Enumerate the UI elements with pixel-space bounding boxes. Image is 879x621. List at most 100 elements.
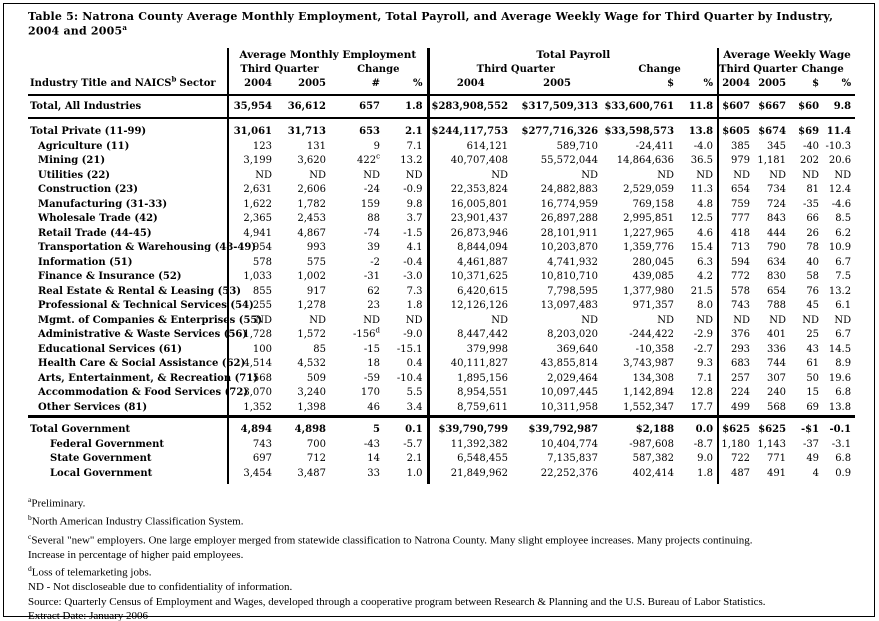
footnote-line: ND - Not discloseable due to confidentia…: [28, 580, 853, 595]
value-cell: 1,352: [227, 400, 276, 417]
value-cell: 575: [306, 256, 326, 268]
value-cell: ND: [309, 169, 326, 181]
value-cell: -4.6: [831, 198, 852, 210]
value-cell: 4,898: [276, 415, 330, 438]
value-cell: $2,188: [602, 415, 679, 438]
value-cell: $667: [754, 94, 791, 120]
value-cell: -37: [802, 438, 820, 450]
industry-label: Arts, Entertainment, & Recreation (71): [38, 372, 258, 384]
value-cell: 5.5: [406, 387, 423, 399]
payroll-change-header: Change: [638, 63, 681, 75]
value-cell: -10.3: [825, 140, 852, 152]
value-cell: 3,199: [227, 154, 276, 169]
footnote-text: Loss of telemarketing jobs.: [31, 566, 152, 579]
value-cell: 19.6: [828, 372, 852, 384]
value-cell: 6,420,615: [426, 284, 513, 300]
value-cell: -0.1: [823, 415, 856, 438]
value-cell: 1,552,347: [623, 401, 675, 413]
value-cell: -0.9: [403, 184, 423, 196]
value-cell: 123: [227, 139, 276, 155]
value-cell: 43: [806, 343, 820, 355]
value-cell: 712: [306, 453, 326, 465]
value-cell: 18: [367, 358, 380, 370]
footnote-text: North American Industry Classification S…: [31, 516, 244, 529]
value-cell: 418: [717, 226, 755, 242]
industry-column-header: Industry Title and NAICSb Sector: [28, 74, 228, 96]
value-cell: 4.2: [697, 271, 714, 283]
value-cell: 13.8: [688, 126, 714, 138]
value-cell: 15.4: [690, 242, 714, 254]
wage-2005-header: 2005: [754, 77, 791, 96]
value-cell: 683: [717, 357, 755, 372]
value-cell: 170: [360, 387, 380, 399]
value-cell: 744: [766, 358, 787, 370]
footnote-text: Source: Quarterly Census of Employment a…: [28, 595, 766, 608]
value-cell: 7,135,837: [547, 453, 599, 465]
value-cell: 1,782: [297, 198, 326, 210]
industry-label: State Government: [50, 453, 152, 465]
value-cell: 6.7: [835, 256, 852, 268]
footnote-marker: c: [28, 531, 32, 541]
value-cell: 14.5: [828, 343, 852, 355]
naics-footnote-marker: b: [171, 74, 177, 84]
value-cell: 1,572: [297, 329, 326, 341]
value-cell: 22,252,376: [540, 467, 599, 479]
footnote-text: Increase in percentage of higher paid em…: [28, 548, 244, 561]
value-cell: -15: [363, 343, 380, 355]
section-header-weekly-wage: Average Weekly Wage: [717, 47, 856, 63]
title-footnote-marker: a: [122, 23, 128, 32]
data-table: Average Monthly Employment Total Payroll…: [28, 47, 856, 485]
value-cell: ND: [834, 314, 852, 326]
value-cell: 13.8: [828, 401, 852, 413]
pay-2005-header: 2005: [512, 77, 603, 96]
industry-label: Accommodation & Food Services (72): [38, 387, 249, 399]
table-row: Total, All Industries 35,954 36,612 657 1.8 $…: [28, 94, 856, 120]
value-cell: $244,117,753: [426, 118, 513, 140]
value-cell: 6.2: [835, 227, 852, 239]
value-cell: ND: [834, 169, 852, 181]
value-cell: 971,357: [632, 300, 675, 312]
value-cell: 10,371,625: [426, 270, 513, 285]
value-cell: 9: [373, 140, 380, 152]
value-cell: ND: [227, 168, 276, 184]
value-cell: 35,954: [227, 94, 276, 120]
value-cell: 379,998: [426, 342, 513, 358]
value-cell: 3.4: [406, 401, 423, 413]
value-cell: 11.3: [690, 184, 714, 196]
value-cell: 66: [806, 213, 820, 225]
value-cell: 7.1: [406, 140, 423, 152]
value-cell: ND: [405, 314, 423, 326]
value-cell: 9.0: [697, 453, 714, 465]
value-cell: $607: [717, 94, 755, 120]
value-cell: -10,358: [635, 343, 675, 355]
value-cell: 759: [717, 197, 755, 213]
page-content: Table 5: Natrona County Average Monthly …: [28, 10, 856, 621]
value-cell: 1,142,894: [623, 387, 675, 399]
value-cell: 17.7: [690, 401, 714, 413]
industry-label: Wholesale Trade (42): [38, 213, 158, 225]
value-cell: 13.2: [828, 285, 852, 297]
value-cell: $60: [790, 94, 824, 120]
table-row: Professional & Technical Services (54) 1,…: [28, 299, 855, 314]
value-cell: -0.4: [403, 256, 423, 268]
value-cell: 23,901,437: [426, 212, 513, 227]
value-cell: $69: [798, 126, 820, 138]
footnote-marker: d: [28, 564, 32, 574]
value-cell: -$1: [790, 415, 824, 438]
header-row-subgroups: Third Quarter Change Third Quarter Chang…: [28, 62, 855, 78]
value-cell: 657: [330, 94, 384, 120]
table-row: Health Care & Social Assistance (62) 4,51…: [28, 357, 855, 372]
value-cell: -15.1: [396, 343, 423, 355]
value-cell: 16,774,959: [540, 198, 599, 210]
value-cell: 4,514: [227, 357, 276, 372]
value-cell: 58: [806, 271, 820, 283]
value-cell: 11,392,382: [426, 437, 513, 453]
industry-label: Utilities (22): [38, 169, 111, 181]
value-cell: ND: [363, 169, 380, 181]
value-cell: 0.1: [384, 415, 429, 438]
value-cell: 2,631: [227, 183, 276, 198]
table-row: Agriculture (11) 123 131 9 7.1 614,121 589,710…: [28, 139, 855, 155]
value-cell: 769,158: [632, 198, 675, 210]
value-cell: 12.5: [690, 213, 714, 225]
